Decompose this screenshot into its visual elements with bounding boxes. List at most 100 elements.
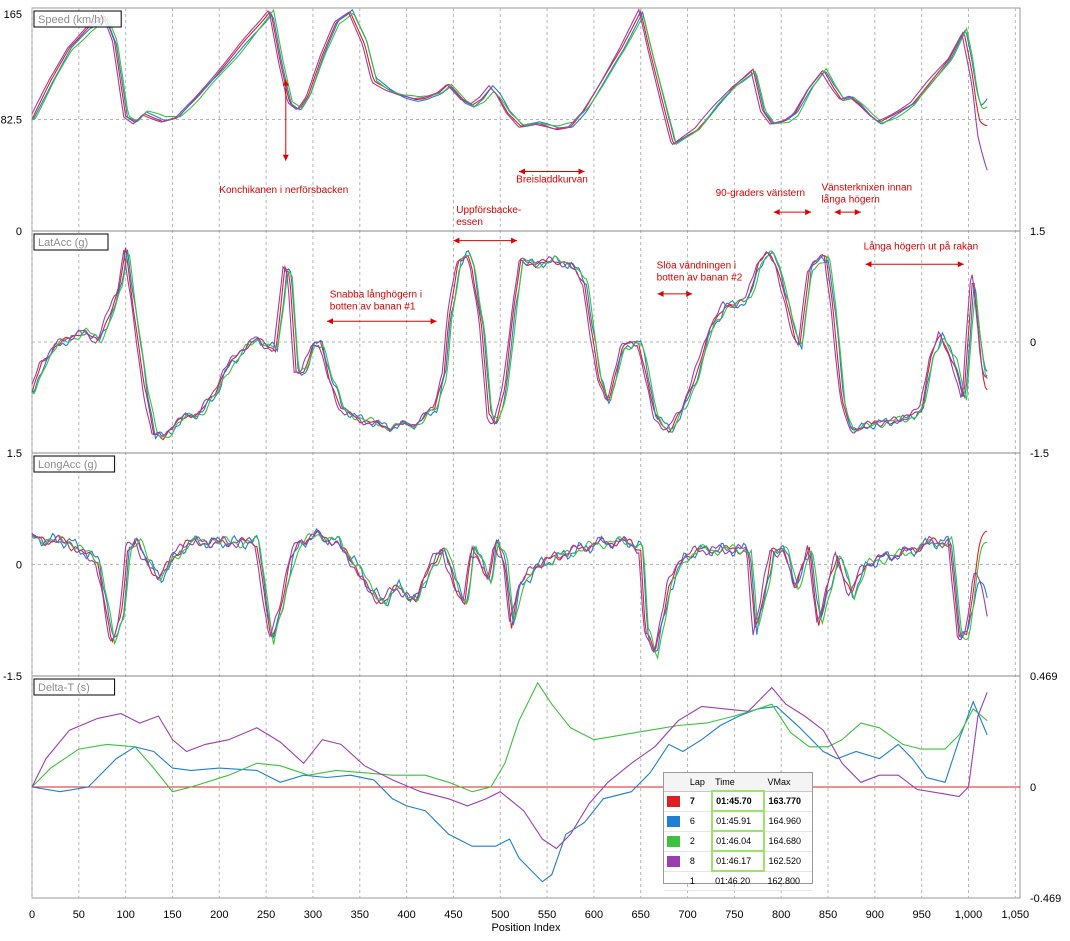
annotation-label: Uppförsbacke- xyxy=(456,205,521,216)
annotation-arrowhead xyxy=(854,209,861,216)
x-tick-label: 0 xyxy=(29,909,35,921)
series-line-lap-2 xyxy=(31,8,988,146)
legend-row[interactable]: 2 01:46.04 164.680 xyxy=(664,830,812,852)
annotation-arrowhead xyxy=(282,79,289,86)
x-tick-label: 800 xyxy=(772,909,790,921)
legend-row[interactable]: 8 01:46.17 162.520 xyxy=(664,850,812,872)
legend-time: 01:45.70 xyxy=(711,790,766,812)
x-tick-label: 200 xyxy=(210,909,228,921)
annotation-label: 90-graders vänstern xyxy=(716,188,806,199)
x-tick-label: 1,050 xyxy=(1002,909,1030,921)
y-tick-label-left: 0 xyxy=(16,560,22,572)
panel-title: LongAcc (g) xyxy=(33,455,116,473)
legend-vmax: 164.960 xyxy=(764,811,812,832)
y-tick-label-right: 0 xyxy=(1030,337,1036,349)
annotation-label: essen xyxy=(456,217,483,228)
y-tick-label-left: 82.5 xyxy=(1,115,22,127)
y-tick-label-left: 1.5 xyxy=(7,448,22,460)
annotation-arrowhead xyxy=(657,290,664,297)
series-line-lap-6 xyxy=(31,8,988,144)
series-line-lap-6 xyxy=(31,249,988,440)
annotation: Breisladdkurvan xyxy=(516,168,588,185)
annotation-arrowhead xyxy=(518,168,525,175)
panel-title-box xyxy=(33,455,116,473)
series-line-lap-8 xyxy=(31,686,988,850)
annotation-label: långa högern xyxy=(821,193,879,205)
annotation-label: botten av banan #2 xyxy=(657,273,743,284)
annotation-label: botten av banan #1 xyxy=(330,302,416,313)
annotation-arrowhead xyxy=(805,209,812,216)
annotation-label: Konchikanen i nerförsbacken xyxy=(219,185,348,196)
x-tick-label: 650 xyxy=(632,909,650,921)
annotation-arrowhead xyxy=(865,261,872,268)
y-tick-label-right: 1.5 xyxy=(1030,226,1045,238)
lap-color-swatch xyxy=(667,815,680,827)
panel-title-text: Delta-T (s) xyxy=(38,682,90,694)
legend-row[interactable]: 7 01:45.70 163.770 xyxy=(664,790,812,812)
x-tick-label: 850 xyxy=(819,909,837,921)
x-tick-label: 750 xyxy=(725,909,743,921)
legend-header-vmax: VMax xyxy=(764,773,812,792)
legend-vmax: 162.520 xyxy=(764,851,812,872)
y-tick-label-left: 165 xyxy=(4,9,22,21)
x-axis-label: Position Index xyxy=(491,922,561,934)
annotation: Långa högern ut på rakan xyxy=(864,241,979,268)
legend-time: 01:46.17 xyxy=(711,850,766,872)
x-tick-label: 550 xyxy=(538,909,556,921)
y-tick-label-right: -1.5 xyxy=(1030,448,1049,460)
x-tick-label: 300 xyxy=(304,909,322,921)
annotation-arrowhead xyxy=(834,209,841,216)
x-tick-label: 900 xyxy=(866,909,884,921)
panel-title-box xyxy=(33,10,122,28)
annotation-arrowhead xyxy=(282,154,289,161)
series-line-lap-7 xyxy=(31,247,988,441)
series-line-lap-8 xyxy=(31,8,988,171)
annotation: 90-graders vänstern xyxy=(716,188,812,216)
x-tick-label: 700 xyxy=(678,909,696,921)
lap-color-swatch xyxy=(667,855,680,867)
annotation: Konchikanen i nerförsbacken xyxy=(219,79,348,196)
panel-plot-area xyxy=(31,8,988,171)
series-line-lap-8 xyxy=(31,250,988,437)
x-tick-label: 600 xyxy=(585,909,603,921)
legend-lap: 6 xyxy=(686,811,713,832)
x-tick-label: 400 xyxy=(397,909,415,921)
legend-row[interactable]: 6 01:45.91 164.960 xyxy=(664,810,812,832)
lap-color-swatch xyxy=(667,875,680,886)
lap-legend: Lap Time VMax 7 01:45.70 163.770 6 01:45… xyxy=(663,772,813,891)
annotation-label: Snabba långhögern i xyxy=(330,289,422,301)
annotation-label: Långa högern ut på rakan xyxy=(864,241,979,253)
panel-plot-area xyxy=(31,681,1020,883)
panel-title-text: LatAcc (g) xyxy=(38,237,88,249)
y-tick-label-right: 0.469 xyxy=(1030,671,1058,683)
panel-title-text: Speed (km/h) xyxy=(38,14,104,26)
legend-vmax: 163.770 xyxy=(764,791,812,812)
annotation-arrowhead xyxy=(326,318,333,325)
y-tick-label-right: -0.469 xyxy=(1030,893,1061,905)
lap-color-swatch xyxy=(667,835,680,847)
series-line-lap-2 xyxy=(31,250,988,438)
annotation-arrowhead xyxy=(773,209,780,216)
panel-title: LatAcc (g) xyxy=(33,233,109,251)
panel-plot-area xyxy=(31,527,988,660)
series-line-lap-2 xyxy=(31,681,988,793)
legend-vmax: 164.680 xyxy=(764,831,812,852)
x-tick-label: 50 xyxy=(73,909,85,921)
x-tick-label: 950 xyxy=(912,909,930,921)
y-tick-label-left: 0 xyxy=(16,226,22,238)
annotation-label: Vänsterknixen innan xyxy=(821,182,912,193)
panel-title-box xyxy=(33,233,109,251)
legend-time: 01:46.04 xyxy=(711,830,766,852)
annotation-label: Slöa vändningen i xyxy=(657,261,737,272)
legend-row[interactable]: 1 01:46.20 162.800 xyxy=(664,871,812,891)
panel-title-box xyxy=(33,678,116,696)
x-tick-label: 350 xyxy=(351,909,369,921)
legend-swatch-header xyxy=(664,773,687,792)
legend-header-time[interactable]: Time xyxy=(712,773,765,792)
annotation-arrowhead xyxy=(578,168,585,175)
legend-lap: 1 xyxy=(686,871,713,891)
